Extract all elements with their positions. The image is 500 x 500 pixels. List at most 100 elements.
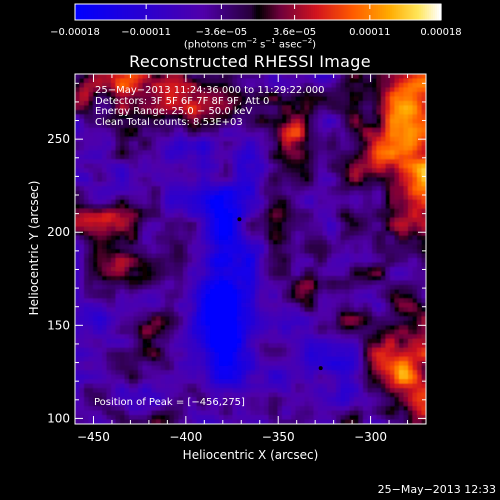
heatmap-cell	[277, 338, 283, 344]
heatmap-cell	[84, 190, 89, 196]
heatmap-cell	[381, 150, 386, 156]
heatmap-cell	[84, 87, 89, 93]
heatmap-cell	[322, 136, 328, 142]
heatmap-cell	[304, 240, 310, 246]
heatmap-cell	[174, 293, 179, 299]
heatmap-cell	[327, 190, 332, 196]
heatmap-cell	[151, 334, 157, 340]
heatmap-cell	[151, 123, 157, 129]
heatmap-cell	[201, 105, 206, 111]
heatmap-cell	[345, 280, 350, 286]
heatmap-cell	[246, 266, 251, 272]
heatmap-cell	[93, 100, 98, 106]
heatmap-cell	[214, 244, 220, 250]
heatmap-cell	[340, 181, 346, 187]
heatmap-cell	[97, 329, 103, 335]
heatmap-cell	[417, 235, 422, 241]
heatmap-cell	[151, 231, 157, 237]
heatmap-cell	[138, 96, 143, 102]
heatmap-cell	[408, 204, 413, 210]
heatmap-cell	[255, 186, 260, 192]
heatmap-cell	[313, 343, 319, 349]
heatmap-cell	[129, 105, 134, 111]
heatmap-cell	[115, 293, 121, 299]
heatmap-cell	[268, 195, 274, 201]
heatmap-cell	[286, 240, 292, 246]
heatmap-cell	[97, 114, 103, 120]
heatmap-cell	[408, 226, 413, 232]
heatmap-cell	[336, 302, 341, 308]
heatmap-cell	[390, 109, 395, 115]
heatmap-cell	[102, 213, 107, 219]
heatmap-cell	[349, 172, 355, 178]
heatmap-cell	[309, 91, 314, 97]
heatmap-cell	[75, 249, 80, 254]
heatmap-cell	[358, 280, 364, 286]
heatmap-cell	[192, 284, 197, 290]
heatmap-cell	[372, 118, 377, 124]
heatmap-cell	[300, 235, 305, 241]
heatmap-cell	[79, 289, 85, 295]
heatmap-cell	[345, 293, 350, 299]
heatmap-cell	[295, 213, 301, 219]
heatmap-cell	[313, 298, 319, 304]
heatmap-cell	[169, 240, 175, 246]
heatmap-cell	[129, 190, 134, 196]
heatmap-cell	[264, 325, 269, 331]
heatmap-cell	[376, 311, 382, 317]
heatmap-cell	[268, 208, 274, 214]
heatmap-cell	[93, 275, 98, 281]
heatmap-cell	[93, 244, 98, 250]
heatmap-cell	[421, 257, 427, 263]
heatmap-cell	[372, 91, 377, 97]
heatmap-cell	[97, 82, 103, 88]
heatmap-cell	[291, 289, 296, 295]
heatmap-cell	[259, 329, 265, 335]
heatmap-cell	[327, 208, 332, 214]
heatmap-cell	[282, 145, 287, 151]
heatmap-cell	[295, 78, 301, 84]
heatmap-cell	[399, 190, 404, 196]
colorbar-cell	[335, 4, 338, 20]
heatmap-cell	[286, 114, 292, 120]
colorbar-frame	[74, 3, 442, 21]
heatmap-cell	[165, 347, 170, 353]
heatmap-cell	[345, 208, 350, 214]
heatmap-cell	[138, 109, 143, 115]
colorbar-cell	[237, 4, 241, 20]
heatmap-cell	[255, 181, 260, 187]
colorbar-cell	[221, 4, 225, 20]
heatmap-cell	[273, 235, 278, 241]
heatmap-cell	[304, 100, 310, 106]
heatmap-cell	[147, 114, 152, 120]
heatmap-cell	[250, 195, 256, 201]
heatmap-cell	[232, 271, 238, 277]
heatmap-cell	[340, 186, 346, 192]
heatmap-cell	[403, 280, 409, 286]
heatmap-cell	[421, 96, 427, 102]
heatmap-cell	[390, 208, 395, 214]
heatmap-cell	[394, 190, 400, 196]
heatmap-cell	[169, 316, 175, 322]
heatmap-cell	[399, 284, 404, 290]
heatmap-cell	[79, 127, 85, 133]
heatmap-cell	[295, 338, 301, 344]
heatmap-cell	[390, 199, 395, 205]
heatmap-cell	[79, 181, 85, 187]
heatmap-cell	[358, 150, 364, 156]
heatmap-cell	[111, 217, 116, 223]
heatmap-cell	[394, 195, 400, 201]
heatmap-cell	[336, 240, 341, 246]
heatmap-cell	[156, 293, 161, 299]
heatmap-cell	[255, 311, 260, 317]
heatmap-cell	[318, 284, 323, 290]
heatmap-cell	[156, 186, 161, 192]
heatmap-cell	[75, 87, 80, 93]
heatmap-cell	[331, 163, 337, 169]
heatmap-cell	[345, 195, 350, 201]
heatmap-cell	[277, 96, 283, 102]
heatmap-cell	[106, 226, 112, 232]
heatmap-cell	[120, 343, 125, 349]
heatmap-cell	[214, 177, 220, 183]
heatmap-cell	[241, 334, 247, 340]
